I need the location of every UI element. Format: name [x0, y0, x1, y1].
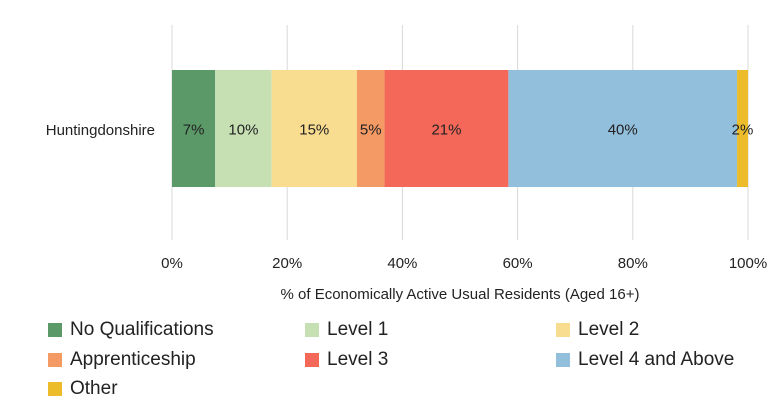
x-tick-label: 0% — [161, 255, 183, 272]
bar-segment-apprenticeship — [356, 70, 385, 187]
x-tick-label: 80% — [618, 255, 648, 272]
data-label-level-1: 10% — [228, 122, 258, 139]
data-label-other: 2% — [732, 122, 754, 139]
data-label-no-qualifications: 7% — [183, 122, 205, 139]
x-tick-labels: 0% 20% 40% 60% 80% 100% — [161, 255, 767, 272]
x-tick-label: 20% — [272, 255, 302, 272]
x-tick-label: 100% — [729, 255, 767, 272]
bar-segment-other — [737, 70, 748, 187]
bar-segment-level-2 — [271, 70, 357, 187]
x-tick-label: 40% — [387, 255, 417, 272]
data-label-apprenticeship: 5% — [360, 122, 382, 139]
bar-segment-level-4-and-above — [508, 70, 738, 187]
data-label-level-4-and-above: 40% — [608, 122, 638, 139]
bar-segments — [172, 70, 748, 187]
x-axis-title: % of Economically Active Usual Residents… — [281, 286, 640, 303]
x-tick-label: 60% — [503, 255, 533, 272]
data-label-level-3: 21% — [431, 122, 461, 139]
category-label: Huntingdonshire — [46, 122, 155, 139]
data-labels: 7% 10% 15% 5% 21% 40% 2% — [183, 122, 754, 139]
bar-segment-no-qualifications — [172, 70, 216, 187]
data-label-level-2: 15% — [299, 122, 329, 139]
bar-segment-level-1 — [215, 70, 272, 187]
bar-segment-level-3 — [384, 70, 509, 187]
